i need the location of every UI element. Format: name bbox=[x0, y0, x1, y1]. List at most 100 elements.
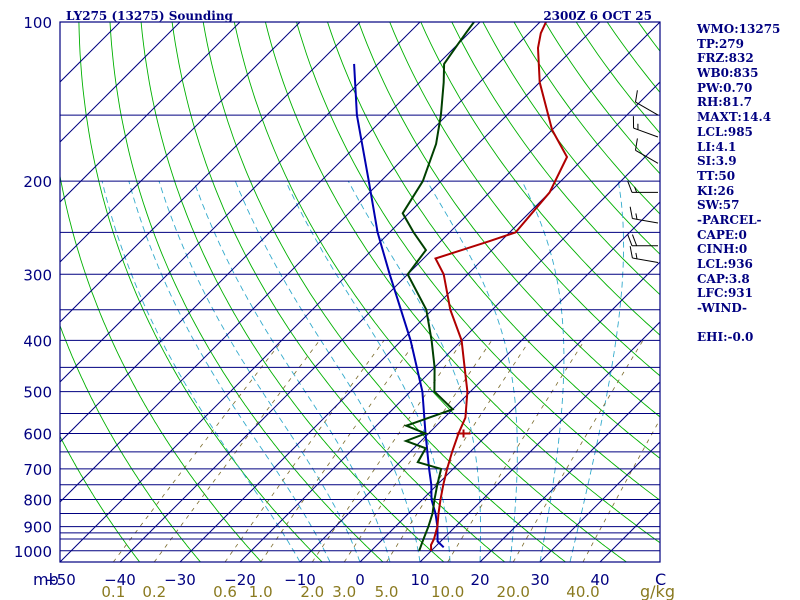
moist-adiabat-line bbox=[347, 180, 482, 562]
stability-indices-panel: WMO:13275 TP:279 FRZ:832 WB0:835 PW:0.70 RH:8… bbox=[697, 22, 797, 345]
temperature-tick-label: −30 bbox=[164, 571, 196, 589]
index-line: CAP:3.8 bbox=[697, 271, 750, 286]
pressure-tick-label: 800 bbox=[23, 492, 52, 510]
mixing-ratio-tick-label: 0.1 bbox=[101, 583, 125, 600]
moist-adiabat-line bbox=[128, 181, 331, 562]
dry-adiabat-line bbox=[296, 22, 660, 501]
isotherm-line bbox=[299, 201, 660, 562]
moist-adiabat-line bbox=[285, 181, 451, 562]
mixing-ratio-line bbox=[386, 340, 531, 562]
mixing-ratio-line bbox=[112, 340, 283, 562]
wind-barb-flag bbox=[627, 234, 633, 246]
temperature-tick-label: 30 bbox=[530, 571, 549, 589]
index-line: WB0:835 bbox=[697, 66, 759, 81]
index-line: CAPE:0 bbox=[697, 227, 747, 242]
moist-adiabat-line bbox=[234, 181, 421, 562]
dry-adiabat-line bbox=[389, 22, 660, 377]
wind-barb-flag bbox=[634, 138, 638, 151]
isotherm-line bbox=[119, 22, 660, 562]
mixing-ratio-tick-label: 0.6 bbox=[213, 583, 237, 600]
chart-timestamp: 2300Z 6 OCT 25 bbox=[543, 9, 652, 23]
dry-adiabat-line bbox=[264, 22, 660, 544]
mixing-ratio-tick-label: 2.0 bbox=[300, 583, 324, 600]
isotherm-line bbox=[359, 261, 660, 562]
pressure-tick-label: 200 bbox=[23, 173, 52, 191]
wind-barb-flag bbox=[631, 234, 638, 246]
index-line: LCL:936 bbox=[697, 257, 753, 271]
pressure-tick-label: 600 bbox=[23, 425, 52, 443]
wind-barb-flag bbox=[634, 90, 638, 103]
wind-barb-flag bbox=[629, 246, 633, 259]
pressure-tick-label: 400 bbox=[23, 332, 52, 350]
mixing-ratio-tick-label: 10.0 bbox=[431, 583, 464, 600]
dry-adiabat-line bbox=[60, 435, 140, 562]
pressure-tick-label: 300 bbox=[23, 266, 52, 284]
temperature-tick-label: 20 bbox=[470, 571, 489, 589]
temperature-tick-label: 0 bbox=[355, 571, 365, 589]
dry-adiabat-line bbox=[60, 324, 201, 562]
index-line: MAXT:14.4 bbox=[697, 110, 772, 125]
index-line: EHI:-0.0 bbox=[697, 330, 754, 345]
wind-barb-flag bbox=[635, 252, 638, 259]
dry-adiabat-line bbox=[140, 22, 445, 562]
pressure-tick-label: 900 bbox=[23, 519, 52, 537]
grid-layer bbox=[60, 22, 660, 562]
index-line: LCL:985 bbox=[697, 124, 753, 139]
dry-adiabat-line bbox=[420, 22, 660, 336]
index-line: KI:26 bbox=[697, 183, 735, 198]
isotherm-line bbox=[419, 321, 660, 562]
temperature-tick-label: 40 bbox=[590, 571, 609, 589]
wind-barb-staff bbox=[635, 101, 659, 116]
temperature-tick-label: −20 bbox=[224, 571, 256, 589]
index-line: SW:57 bbox=[697, 198, 740, 213]
index-line: PW:0.70 bbox=[697, 80, 753, 95]
isotherm-line bbox=[60, 22, 421, 383]
temperature-tick-label: 10 bbox=[410, 571, 429, 589]
index-line: TT:50 bbox=[697, 168, 736, 183]
isotherm-line bbox=[239, 141, 660, 562]
index-line: -WIND- bbox=[697, 301, 747, 316]
mixing-ratio-tick-label: 20.0 bbox=[497, 583, 530, 600]
moist-adiabat-line bbox=[521, 181, 565, 562]
isotherm-line bbox=[179, 81, 660, 562]
wind-barb-staff bbox=[635, 149, 659, 164]
mixing-ratio-tick-label: 1.0 bbox=[249, 583, 273, 600]
moist-adiabat-line bbox=[193, 181, 391, 562]
mixing-ratio-line bbox=[311, 340, 464, 562]
temperature-unit-label: C bbox=[655, 570, 666, 589]
wind-barb-flag bbox=[635, 213, 638, 220]
wind-barbs bbox=[627, 90, 659, 264]
mixing-ratio-line bbox=[447, 340, 585, 562]
index-line: CINH:0 bbox=[697, 242, 748, 257]
dry-adiabat-line bbox=[451, 22, 660, 296]
mixing-ratio-tick-label: 5.0 bbox=[375, 583, 399, 600]
mixing-ratio-line bbox=[153, 340, 320, 562]
moist-adiabat-line bbox=[158, 181, 361, 562]
index-line: LFC:931 bbox=[697, 286, 753, 301]
profile-layer bbox=[353, 22, 569, 552]
temperature-tick-label: −50 bbox=[44, 571, 76, 589]
mixing-ratio-tick-label: 40.0 bbox=[566, 583, 599, 600]
isotherm-line bbox=[60, 22, 301, 263]
dry-adiabat-line bbox=[482, 22, 660, 255]
wind-barb-flag bbox=[629, 206, 633, 219]
wind-barb-flag bbox=[627, 180, 633, 193]
isotherm-line bbox=[60, 22, 181, 143]
mixing-ratio-line bbox=[224, 340, 385, 562]
plot-frame bbox=[59, 21, 661, 563]
temperature-trace-line bbox=[429, 22, 569, 551]
mixing-ratio-tick-label: 3.0 bbox=[332, 583, 356, 600]
pressure-tick-label: 100 bbox=[23, 14, 52, 32]
mixing-ratio-line bbox=[582, 418, 660, 562]
index-line: RH:81.7 bbox=[697, 95, 752, 110]
temperature-tick-label: −40 bbox=[104, 571, 136, 589]
moist-adiabat-line bbox=[101, 181, 301, 562]
index-line: WMO:13275 bbox=[697, 22, 781, 36]
index-line: SI:3.9 bbox=[697, 154, 737, 169]
mixing-ratio-line bbox=[343, 340, 493, 562]
indices-spacer bbox=[697, 316, 797, 331]
wind-barb-flag bbox=[634, 186, 638, 193]
pressure-tick-label: 1000 bbox=[14, 543, 52, 561]
mixing-ratio-line bbox=[260, 340, 417, 562]
